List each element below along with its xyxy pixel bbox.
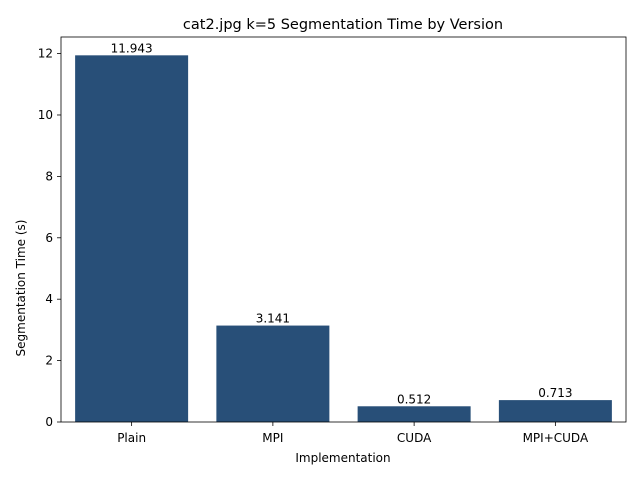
bar-mpi [216,325,330,422]
y-axis-label: Segmentation Time (s) [14,220,28,357]
x-tick-label: MPI+CUDA [523,431,589,445]
bar-plain [75,55,189,422]
x-tick-label: MPI [262,431,283,445]
x-tick-label: Plain [117,431,146,445]
axes-frame [60,36,627,423]
y-tick-label: 12 [38,47,53,61]
y-tick-label: 10 [38,108,53,122]
bar-mpi-cuda [498,400,612,422]
chart-title: cat2.jpg k=5 Segmentation Time by Versio… [183,17,503,33]
data-label: 3.141 [256,312,290,326]
y-tick-label: 6 [45,231,53,245]
y-tick-label: 2 [45,354,53,368]
x-axis-label: Implementation [295,451,390,465]
data-label: 0.512 [397,392,431,406]
data-label: 11.943 [111,41,153,55]
data-label: 0.713 [538,386,572,400]
axes: Plain MPI CUDA MPI+CUDA 0 2 4 6 8 10 12 [38,36,627,445]
y-tick-label: 8 [45,169,53,183]
bar-cuda [357,406,471,422]
y-tick-label: 0 [45,415,53,429]
plot-area: 11.943 3.141 0.512 0.713 [75,41,612,422]
x-tick-label: CUDA [397,431,432,445]
y-tick-label: 4 [45,292,53,306]
